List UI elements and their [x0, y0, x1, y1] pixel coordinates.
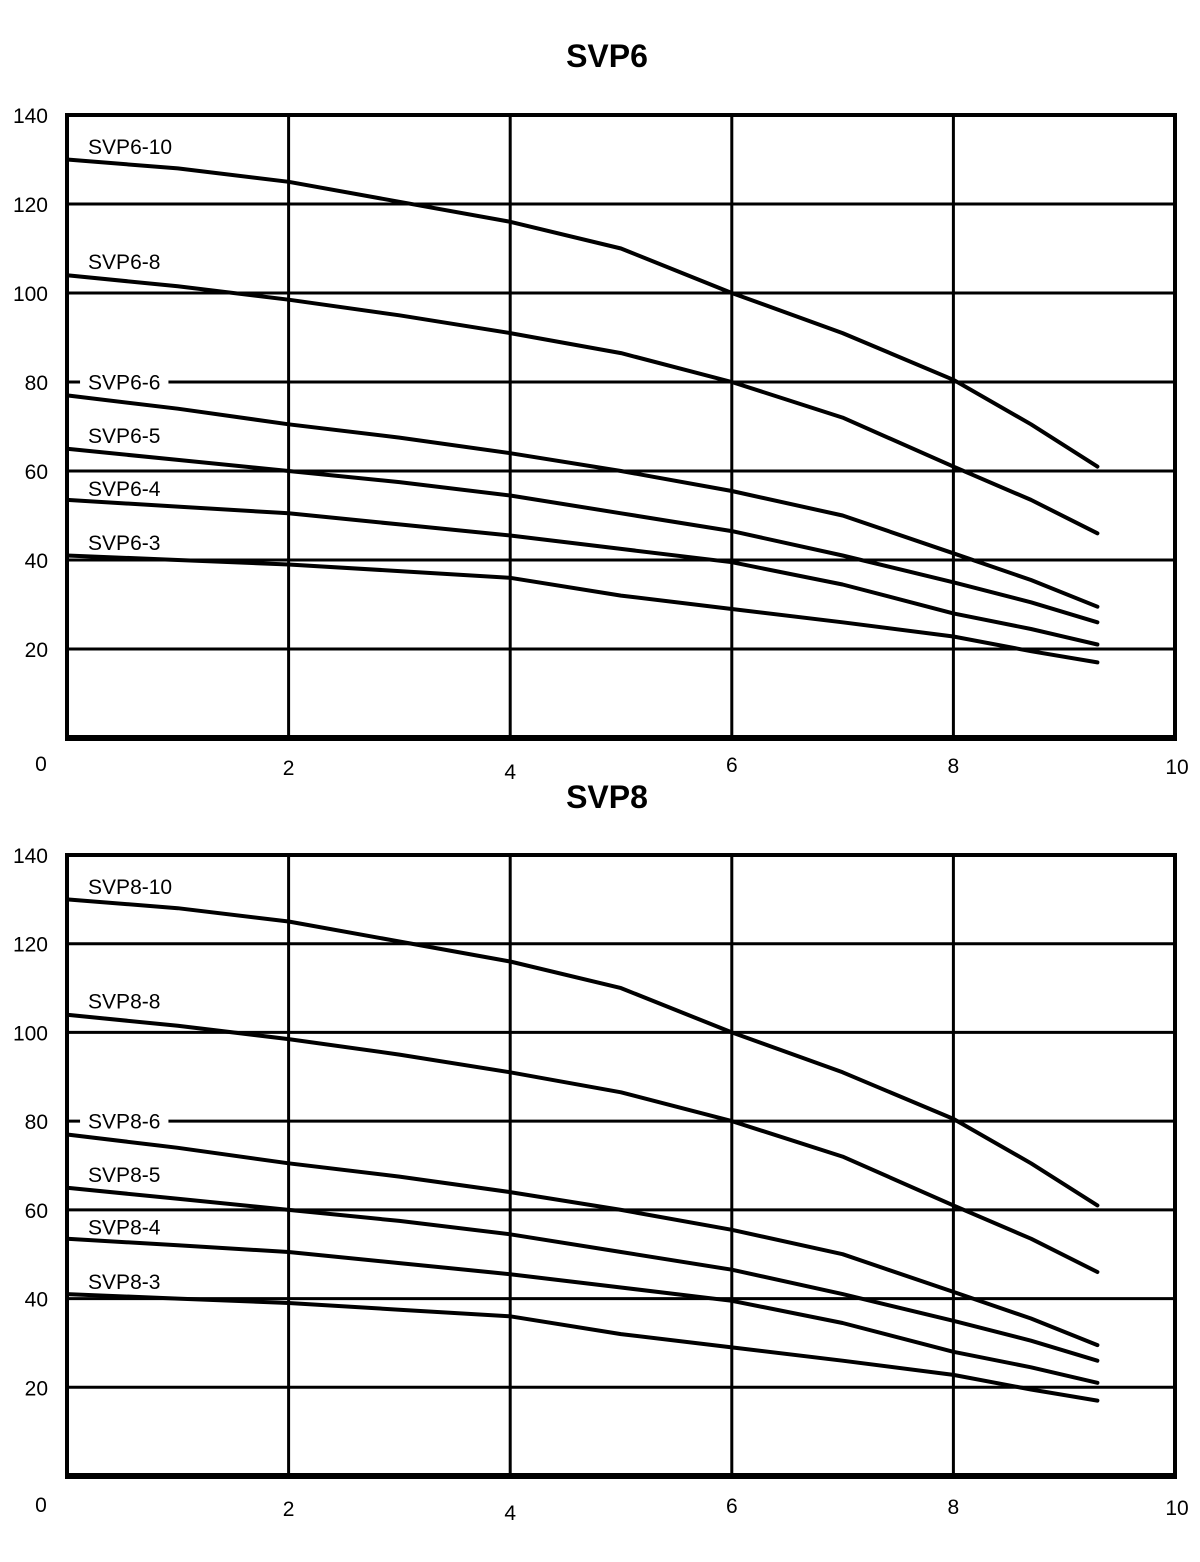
y-tick-label: 100 [13, 283, 48, 306]
y-tick-label: 120 [13, 934, 48, 957]
x-tick-label: 2 [283, 757, 295, 780]
y-tick-label: 120 [13, 194, 48, 217]
curve-SVP8-8 [65, 1012, 1100, 1274]
chart-SVP6: 140 120 100 80 60 40 20 0 2 4 6 8 10 SVP6-10 SVP6-8 SVP… [13, 105, 1189, 784]
y-tick-label: 40 [25, 550, 48, 573]
x-tick-label: 8 [948, 755, 960, 778]
series-label-bg [80, 370, 169, 393]
y-tick-label: 140 [13, 845, 48, 868]
y-tick-label: 100 [13, 1022, 48, 1045]
series-label-bg [80, 1215, 169, 1238]
curve-SVP6-6 [65, 393, 1100, 609]
series-label-SVP8-3: SVP8-3 [88, 1271, 160, 1294]
series-label-bg [80, 875, 181, 898]
series-label-SVP6-8: SVP6-8 [88, 251, 160, 274]
curve-SVP8-10 [65, 897, 1100, 1208]
chart2-title: SVP8 [566, 779, 648, 815]
curve-SVP6-4 [65, 497, 1100, 647]
series-label-SVP6-10: SVP6-10 [88, 136, 172, 159]
x-tick-label: 4 [504, 1502, 516, 1525]
curve-SVP8-5 [65, 1185, 1100, 1363]
curve-SVP6-5 [65, 446, 1100, 625]
series-label-SVP6-5: SVP6-5 [88, 425, 160, 448]
curve-SVP6-8 [65, 273, 1100, 536]
x-tick-label: 6 [726, 754, 738, 777]
curve-SVP8-6 [65, 1132, 1100, 1348]
chart-SVP8: 140 120 100 80 60 40 20 0 2 4 6 8 10 SVP8-10 SVP8-8 SVP… [13, 845, 1189, 1525]
series-label-bg [80, 531, 169, 554]
series-label-bg [80, 1269, 169, 1292]
series-label-SVP6-6: SVP6-6 [88, 372, 160, 395]
plot-border [65, 113, 1177, 740]
y-tick-label: 20 [25, 639, 48, 662]
series-label-bg [80, 989, 169, 1012]
x-tick-label: 2 [283, 1498, 295, 1521]
y-tick-label: 80 [25, 1111, 48, 1134]
plot-border [65, 853, 1177, 1478]
series-label-SVP8-10: SVP8-10 [88, 876, 172, 899]
x-tick-label: 10 [1165, 1497, 1188, 1520]
series-label-SVP8-8: SVP8-8 [88, 990, 160, 1013]
series-label-SVP6-3: SVP6-3 [88, 532, 160, 555]
y-tick-label: 20 [25, 1377, 48, 1400]
series-label-SVP8-4: SVP8-4 [88, 1217, 161, 1240]
series-label-bg [80, 1162, 169, 1185]
series-label-bg [80, 249, 169, 272]
x-tick-label: 10 [1165, 756, 1188, 779]
curve-SVP6-10 [65, 157, 1100, 469]
x-tick-label: 4 [504, 761, 516, 784]
series-label-SVP8-5: SVP8-5 [88, 1164, 160, 1187]
x-tick-label: 6 [726, 1495, 738, 1518]
y-tick-label: 40 [25, 1289, 48, 1312]
series-label-bg [80, 476, 169, 499]
y-tick-label: 60 [25, 1200, 48, 1223]
curve-SVP8-3 [65, 1292, 1100, 1403]
x-tick-label: 0 [35, 753, 47, 776]
y-tick-label: 60 [25, 461, 48, 484]
curve-SVP8-4 [65, 1236, 1100, 1385]
series-label-bg [80, 135, 181, 158]
series-label-SVP8-6: SVP8-6 [88, 1111, 160, 1134]
series-label-bg [80, 1109, 169, 1132]
x-tick-label: 8 [948, 1496, 960, 1519]
series-label-bg [80, 423, 169, 446]
y-tick-label: 140 [13, 105, 48, 128]
chart1-title: SVP6 [566, 38, 648, 74]
y-tick-label: 80 [25, 372, 48, 395]
curve-SVP6-3 [65, 553, 1100, 665]
series-label-SVP6-4: SVP6-4 [88, 478, 161, 501]
x-tick-label: 0 [35, 1494, 47, 1517]
